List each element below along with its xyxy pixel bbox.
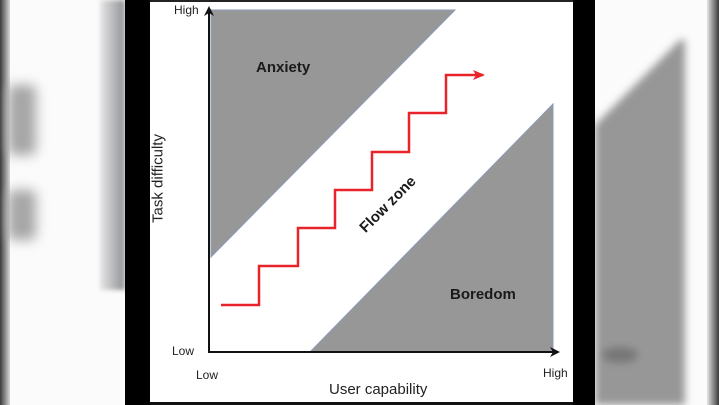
y-axis-high-label: High xyxy=(174,3,199,17)
background-right-edge xyxy=(707,0,719,405)
anxiety-region xyxy=(210,9,457,259)
x-axis-low-label: Low xyxy=(196,368,219,382)
boredom-label: Boredom xyxy=(450,286,516,303)
x-axis-title: User capability xyxy=(329,381,428,398)
background-blur-text xyxy=(8,85,36,155)
x-axis-high-label: High xyxy=(543,366,568,380)
diagram-panel-border xyxy=(150,402,573,405)
background-left-band xyxy=(100,0,125,290)
right-frame-bar xyxy=(573,0,595,405)
y-axis-low-label: Low xyxy=(172,344,195,358)
background-right xyxy=(595,0,719,405)
background-left-edge xyxy=(0,0,10,405)
background-blur-text xyxy=(8,190,36,240)
staircase-path xyxy=(221,70,485,307)
background-right-shape xyxy=(595,40,685,405)
anxiety-label: Anxiety xyxy=(256,59,311,76)
boredom-region xyxy=(308,102,554,353)
background-left xyxy=(0,0,125,405)
y-axis-title: Task difficulty xyxy=(149,134,167,223)
left-frame-bar xyxy=(125,0,150,405)
